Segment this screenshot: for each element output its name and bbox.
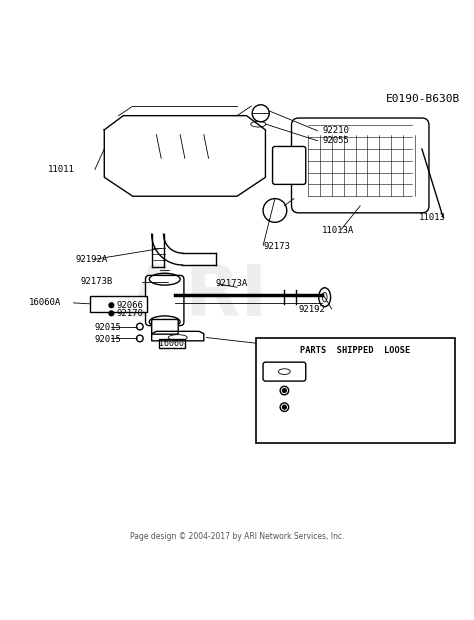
FancyBboxPatch shape (263, 362, 306, 381)
Text: PARTS  SHIPPED  LOOSE: PARTS SHIPPED LOOSE (301, 345, 410, 355)
Text: ARI: ARI (130, 261, 268, 330)
Text: 92173B: 92173B (81, 277, 113, 286)
FancyBboxPatch shape (273, 146, 306, 184)
Circle shape (283, 405, 286, 409)
Circle shape (109, 303, 114, 308)
Text: 11011: 11011 (47, 165, 74, 174)
Text: E0190-B630B: E0190-B630B (385, 94, 460, 104)
Text: 11060: 11060 (372, 367, 397, 376)
Text: 11013A: 11013A (322, 226, 355, 235)
Bar (159, 339, 185, 348)
Text: 92015: 92015 (95, 335, 122, 344)
Text: 92015: 92015 (95, 323, 122, 332)
Text: 92170: 92170 (116, 309, 143, 318)
Text: 92210: 92210 (322, 126, 349, 135)
Bar (256, 339, 455, 443)
Text: 92066: 92066 (116, 301, 143, 310)
Text: 92210A: 92210A (372, 402, 402, 412)
Bar (90, 296, 147, 312)
Text: 11061: 11061 (261, 340, 288, 348)
Text: Page design © 2004-2017 by ARI Network Services, Inc.: Page design © 2004-2017 by ARI Network S… (130, 532, 344, 541)
FancyBboxPatch shape (146, 275, 184, 326)
Circle shape (109, 311, 114, 316)
Circle shape (283, 389, 286, 392)
Text: 461: 461 (372, 386, 387, 395)
FancyBboxPatch shape (152, 319, 178, 334)
Text: 92055: 92055 (322, 136, 349, 145)
Text: 16060A: 16060A (28, 298, 61, 308)
Text: 92192A: 92192A (76, 255, 108, 264)
Text: 11013: 11013 (419, 213, 446, 222)
Text: 92173: 92173 (263, 242, 290, 252)
FancyBboxPatch shape (292, 118, 429, 213)
Text: 16060: 16060 (159, 339, 184, 348)
Text: 92173A: 92173A (216, 280, 248, 288)
Text: 92192: 92192 (299, 306, 326, 314)
